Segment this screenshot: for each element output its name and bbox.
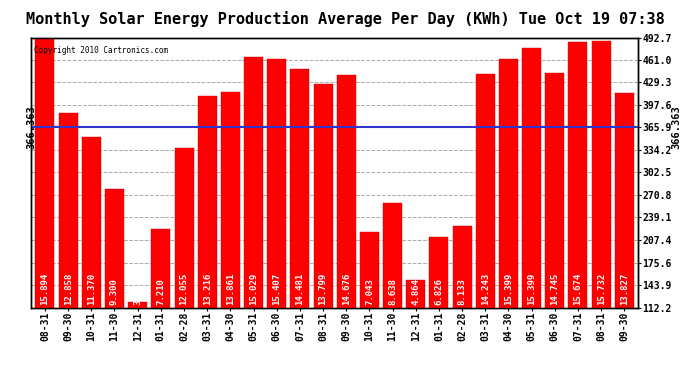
Bar <box>151 228 170 308</box>
Bar <box>221 92 240 308</box>
Text: 15.399: 15.399 <box>527 273 536 305</box>
Text: 7.043: 7.043 <box>365 279 374 305</box>
Text: 366.363: 366.363 <box>26 105 37 149</box>
Text: 14.243: 14.243 <box>481 273 490 305</box>
Bar <box>383 203 402 308</box>
Text: 7.210: 7.210 <box>157 279 166 305</box>
Bar <box>615 93 634 308</box>
Text: 8.638: 8.638 <box>388 279 397 305</box>
Text: 15.732: 15.732 <box>597 273 606 305</box>
Bar <box>290 69 309 308</box>
Bar <box>569 42 587 308</box>
Text: 3.861: 3.861 <box>133 279 142 305</box>
Bar <box>313 84 333 308</box>
Text: 9.300: 9.300 <box>110 279 119 305</box>
Bar <box>360 232 379 308</box>
Bar <box>35 38 55 308</box>
Text: 15.407: 15.407 <box>273 273 282 305</box>
Bar <box>499 59 518 308</box>
Bar <box>175 148 193 308</box>
Bar <box>591 41 611 308</box>
Bar <box>545 73 564 308</box>
Text: 13.861: 13.861 <box>226 273 235 305</box>
Text: 15.029: 15.029 <box>249 273 258 305</box>
Bar <box>244 57 263 308</box>
Bar <box>105 189 124 308</box>
Text: 14.676: 14.676 <box>342 273 351 305</box>
Bar <box>128 302 147 307</box>
Text: 13.216: 13.216 <box>203 273 212 305</box>
Text: 366.363: 366.363 <box>671 105 682 149</box>
Text: 15.894: 15.894 <box>41 273 50 305</box>
Bar <box>267 59 286 308</box>
Text: 4.864: 4.864 <box>411 279 420 305</box>
Bar <box>406 280 425 308</box>
Text: 13.799: 13.799 <box>319 273 328 305</box>
Text: Monthly Solar Energy Production Average Per Day (KWh) Tue Oct 19 07:38: Monthly Solar Energy Production Average … <box>26 11 664 27</box>
Bar <box>337 75 356 308</box>
Text: 15.674: 15.674 <box>573 273 582 305</box>
Bar <box>476 74 495 308</box>
Text: Copyright 2010 Cartronics.com: Copyright 2010 Cartronics.com <box>34 46 168 55</box>
Text: 12.858: 12.858 <box>63 273 72 305</box>
Text: 6.826: 6.826 <box>435 279 444 305</box>
Text: 14.745: 14.745 <box>551 273 560 305</box>
Text: 12.055: 12.055 <box>179 273 188 305</box>
Text: 13.827: 13.827 <box>620 273 629 305</box>
Bar <box>522 48 541 308</box>
Text: 15.399: 15.399 <box>504 273 513 305</box>
Bar <box>59 113 78 308</box>
Bar <box>453 225 472 308</box>
Text: 14.481: 14.481 <box>295 273 304 305</box>
Text: 8.133: 8.133 <box>457 279 466 305</box>
Text: 11.370: 11.370 <box>87 273 96 305</box>
Bar <box>197 96 217 308</box>
Bar <box>429 237 448 308</box>
Bar <box>82 137 101 308</box>
